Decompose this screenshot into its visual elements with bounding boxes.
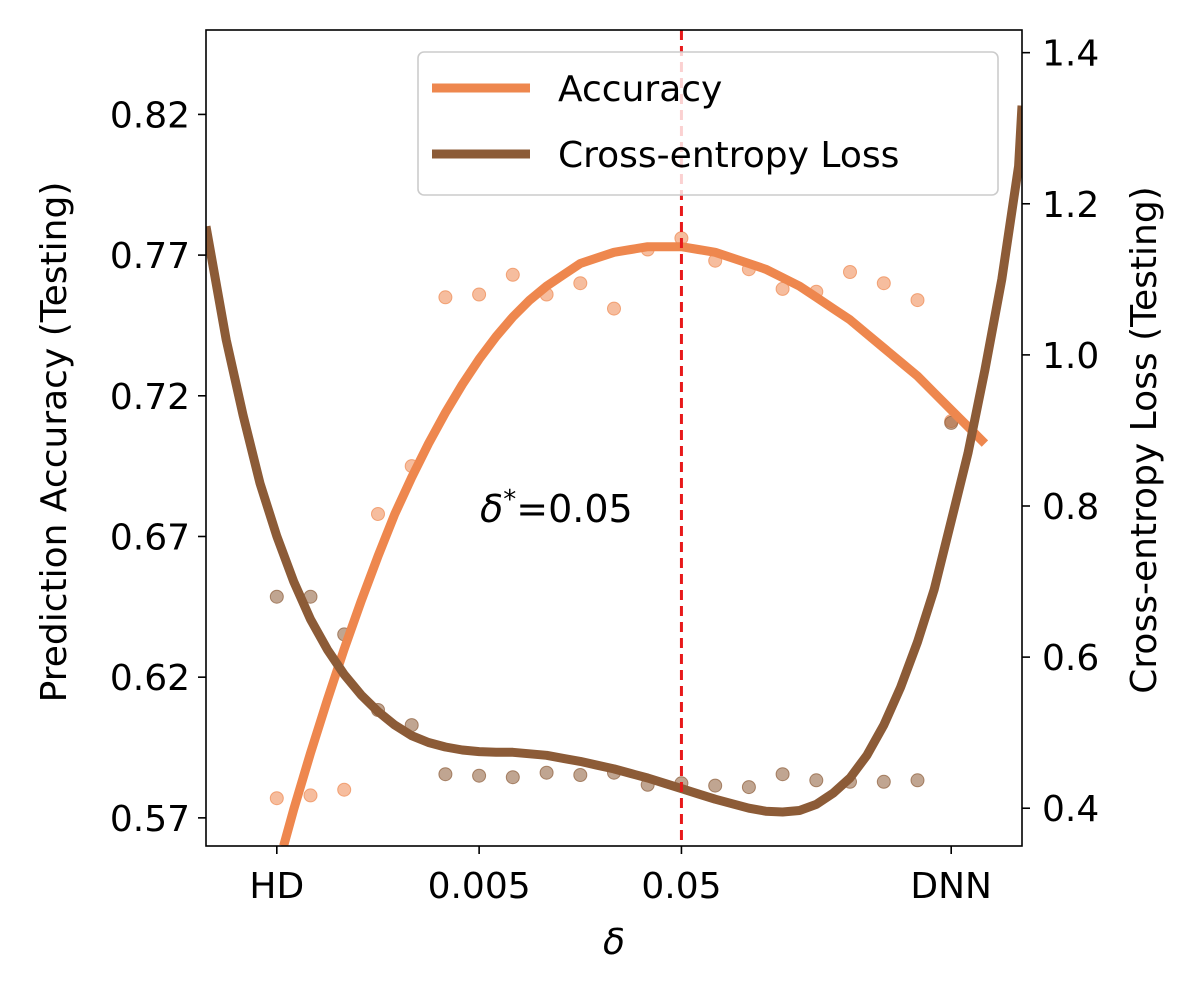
annotation-symbol: δ — [480, 487, 503, 531]
optimal-delta-annotation: δ*=0.05 — [480, 485, 633, 531]
accuracy-point — [876, 276, 891, 291]
accuracy-point — [505, 267, 520, 282]
loss-point — [944, 415, 959, 430]
y-tick-label-left: 0.62 — [110, 658, 190, 699]
accuracy-point — [607, 301, 621, 316]
loss-point — [876, 774, 891, 789]
loss-point — [505, 770, 520, 785]
x-tick-label: HD — [249, 866, 304, 907]
y-tick-label-left: 0.82 — [110, 95, 190, 136]
y-tick-label-right: 0.6 — [1042, 638, 1099, 679]
accuracy-point — [337, 782, 352, 797]
accuracy-point — [472, 287, 487, 302]
accuracy-point — [303, 788, 318, 803]
loss-fit-line — [206, 105, 1022, 817]
legend: Accuracy Cross-entropy Loss — [417, 51, 999, 196]
x-tick-label: 0.005 — [428, 866, 531, 907]
x-tick-label: 0.05 — [641, 866, 721, 907]
legend-label-loss: Cross-entropy Loss — [558, 135, 899, 176]
plot-frame — [205, 29, 1023, 847]
y-tick-label-right: 1.4 — [1042, 34, 1099, 75]
accuracy-point — [371, 507, 385, 521]
legend-box — [417, 51, 999, 196]
y-tick-label-left: 0.72 — [110, 377, 190, 418]
x-tick-label: DNN — [910, 866, 992, 907]
y-tick-label-right: 0.8 — [1042, 487, 1099, 528]
y-tick-label-left: 0.57 — [110, 799, 190, 840]
loss-point — [775, 767, 790, 782]
annotation-superscript: * — [503, 485, 516, 515]
accuracy-point — [438, 290, 453, 305]
legend-label-accuracy: Accuracy — [558, 69, 722, 110]
loss-point — [573, 768, 588, 782]
annotation-value: =0.05 — [516, 487, 632, 531]
y-tick-label-right: 0.4 — [1042, 789, 1099, 830]
y-axis-title-left: Prediction Accuracy (Testing) — [34, 182, 75, 703]
y-axis-title-right: Cross-entropy Loss (Testing) — [1124, 186, 1165, 693]
accuracy-fit-line — [279, 242, 989, 846]
x-axis-title: δ — [603, 922, 625, 963]
loss-point — [741, 780, 756, 795]
data-layer — [206, 30, 1022, 846]
accuracy-point — [843, 265, 857, 279]
loss-point — [539, 765, 554, 780]
accuracy-point — [573, 276, 588, 291]
y-tick-label-left: 0.77 — [110, 236, 190, 277]
loss-point — [269, 589, 284, 604]
y-tick-label-left: 0.67 — [110, 517, 190, 558]
y-tick-label-right: 1.0 — [1042, 336, 1099, 377]
loss-point — [438, 767, 453, 782]
loss-point — [472, 768, 487, 783]
y-tick-label-right: 1.2 — [1042, 185, 1099, 226]
loss-point — [809, 773, 824, 788]
axis-layer: HD 0.005 0.05 DNN 0.57 0.62 0.67 0.72 0.77 0.82 0.… — [110, 34, 1099, 907]
loss-point — [910, 773, 925, 788]
accuracy-point — [269, 791, 284, 806]
loss-point — [708, 778, 723, 793]
accuracy-point — [910, 293, 925, 308]
